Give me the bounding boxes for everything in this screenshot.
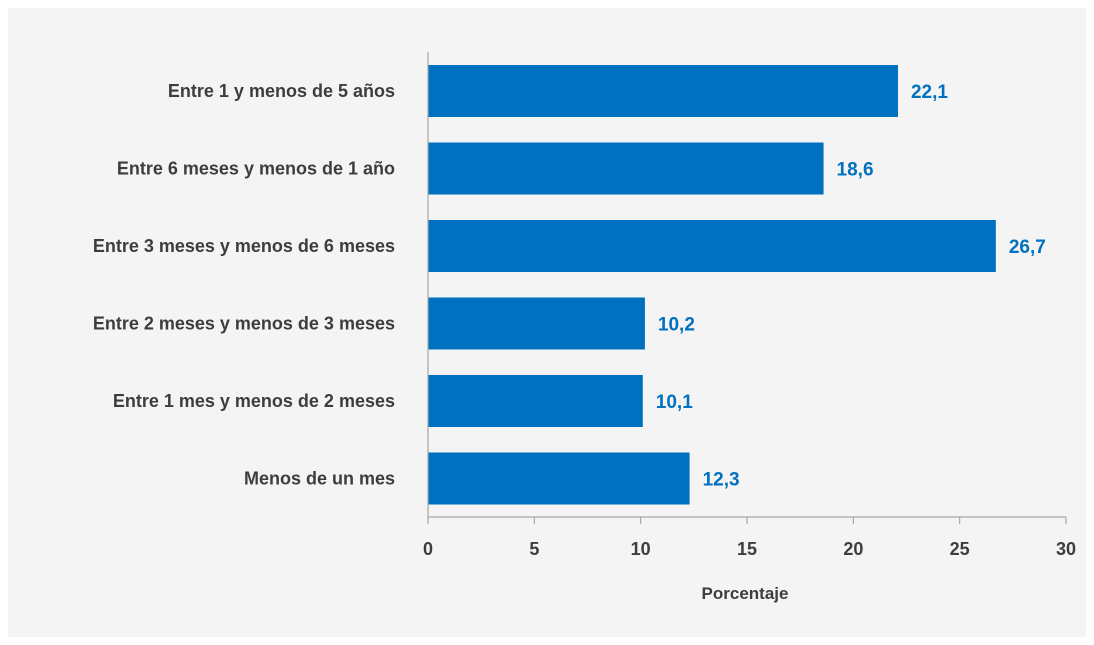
category-label: Entre 2 meses y menos de 3 meses bbox=[93, 314, 395, 334]
x-tick-label: 5 bbox=[529, 539, 539, 559]
category-label: Entre 1 mes y menos de 2 meses bbox=[113, 391, 395, 411]
category-label: Entre 6 meses y menos de 1 año bbox=[117, 159, 395, 179]
category-label: Entre 1 y menos de 5 años bbox=[168, 81, 395, 101]
x-axis-title: Porcentaje bbox=[702, 584, 789, 603]
axes-group: 0 5 10 15 20 25 30 bbox=[423, 52, 1076, 559]
category-label: Menos de un mes bbox=[244, 469, 395, 489]
category-label: Entre 3 meses y menos de 6 meses bbox=[93, 236, 395, 256]
value-label: 12,3 bbox=[703, 470, 740, 491]
x-tick-label: 25 bbox=[950, 539, 970, 559]
bars-group bbox=[428, 65, 996, 505]
value-label: 22,1 bbox=[911, 82, 948, 103]
x-tick-label: 0 bbox=[423, 539, 433, 559]
category-labels-group: Entre 1 y menos de 5 años Entre 6 meses y… bbox=[93, 81, 395, 489]
value-label: 10,1 bbox=[656, 392, 693, 413]
value-label: 26,7 bbox=[1009, 237, 1046, 258]
x-tick-label: 20 bbox=[843, 539, 863, 559]
bar bbox=[428, 452, 690, 505]
bar bbox=[428, 65, 898, 117]
bar bbox=[428, 142, 824, 195]
x-tick-label: 30 bbox=[1056, 539, 1076, 559]
value-label: 10,2 bbox=[658, 315, 695, 336]
value-label: 18,6 bbox=[837, 160, 874, 181]
bar bbox=[428, 375, 643, 427]
bar bbox=[428, 297, 645, 350]
x-tick-label: 15 bbox=[737, 539, 757, 559]
x-tick-label: 10 bbox=[631, 539, 651, 559]
bar bbox=[428, 220, 996, 272]
value-labels-group: 22,1 18,6 26,7 10,2 10,1 12,3 bbox=[656, 82, 1046, 491]
